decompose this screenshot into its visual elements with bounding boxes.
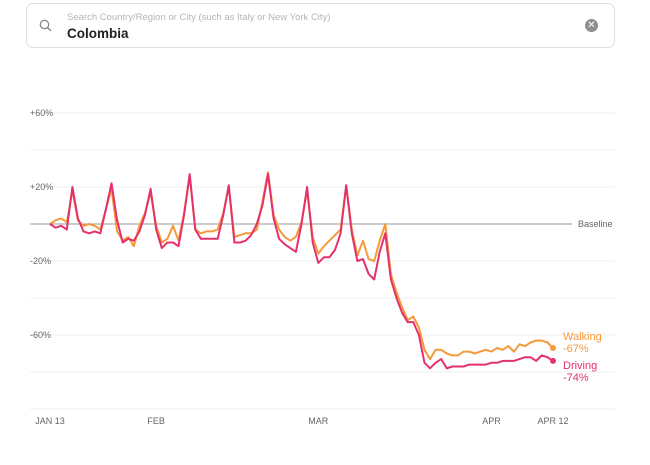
series-name-label: Driving bbox=[563, 360, 597, 372]
clear-icon[interactable]: ✕ bbox=[585, 19, 598, 32]
series-end-dot-driving bbox=[550, 357, 556, 364]
series-line-walking bbox=[49, 171, 554, 361]
baseline-label: Baseline bbox=[578, 219, 613, 229]
series-value-label: -74% bbox=[563, 372, 589, 384]
x-tick-label: APR 12 bbox=[537, 416, 568, 426]
search-value[interactable]: Colombia bbox=[67, 26, 129, 41]
series-end-dot-walking bbox=[550, 344, 556, 351]
x-tick-label: APR bbox=[482, 416, 501, 426]
y-tick-label: +60% bbox=[30, 108, 53, 118]
y-tick-label: -20% bbox=[30, 256, 51, 266]
search-icon bbox=[39, 19, 52, 32]
x-tick-label: JAN 13 bbox=[35, 416, 65, 426]
x-tick-label: FEB bbox=[147, 416, 165, 426]
series-name-label: Walking bbox=[563, 331, 602, 343]
x-tick-label: MAR bbox=[308, 416, 329, 426]
y-tick-label: +20% bbox=[30, 182, 53, 192]
series-value-label: -67% bbox=[563, 343, 589, 355]
series-line-driving bbox=[49, 173, 554, 370]
y-tick-label: -60% bbox=[30, 330, 51, 340]
search-field[interactable]: Search Country/Region or City (such as I… bbox=[26, 3, 615, 48]
search-placeholder: Search Country/Region or City (such as I… bbox=[67, 12, 331, 23]
